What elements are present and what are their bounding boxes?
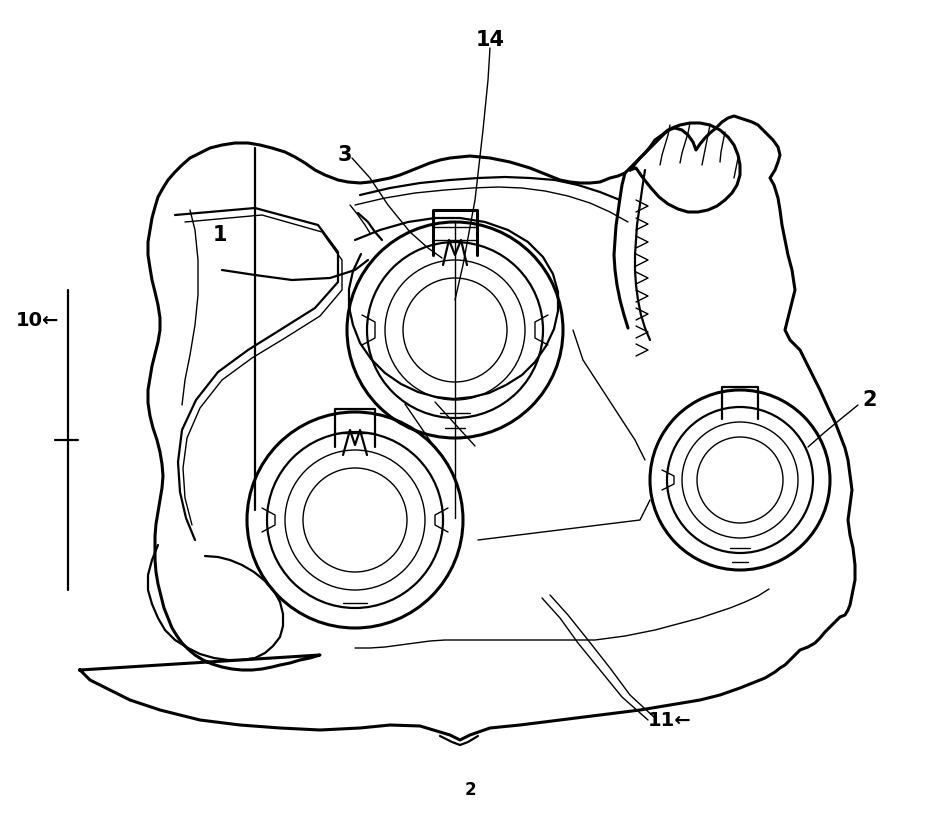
Text: 10←: 10← xyxy=(16,310,60,329)
Text: 2: 2 xyxy=(465,781,476,799)
Text: 11←: 11← xyxy=(648,710,692,729)
Text: 1: 1 xyxy=(213,225,227,245)
Text: 14: 14 xyxy=(476,30,504,50)
Text: 3: 3 xyxy=(338,145,352,165)
Text: 2: 2 xyxy=(863,390,877,410)
